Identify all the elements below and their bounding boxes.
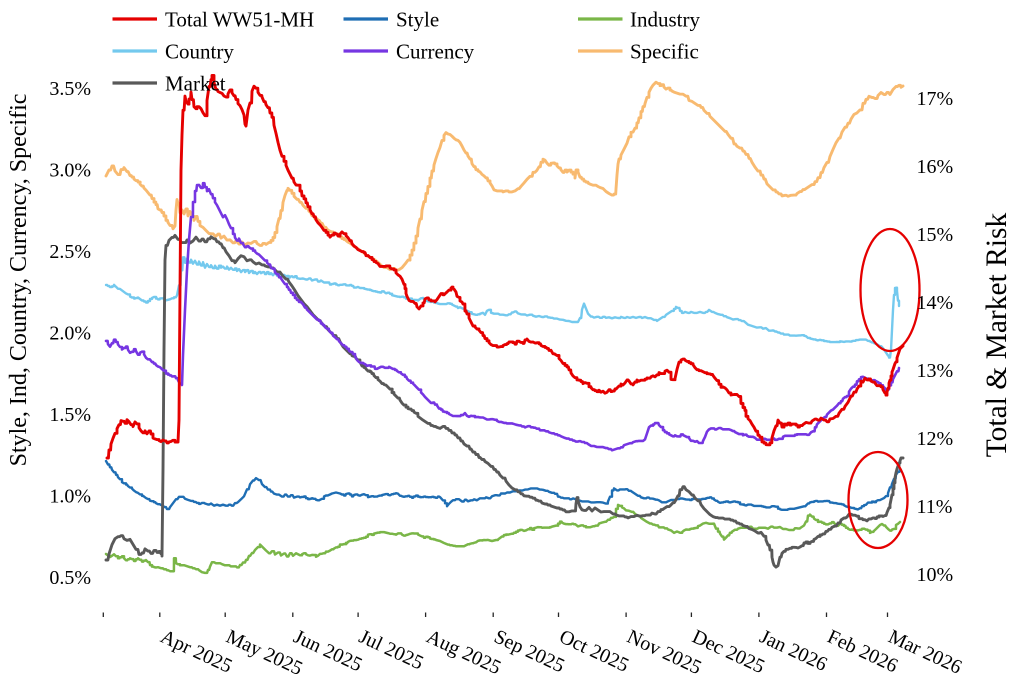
svg-text:0.5%: 0.5% [49, 567, 91, 589]
svg-text:Market: Market [165, 72, 226, 96]
svg-text:3.5%: 3.5% [49, 78, 91, 100]
svg-text:Country: Country [165, 40, 234, 64]
svg-text:Total & Market Risk: Total & Market Risk [981, 212, 1013, 457]
svg-text:Industry: Industry [630, 8, 700, 32]
svg-text:12%: 12% [917, 428, 954, 450]
svg-text:Jul 2025: Jul 2025 [355, 626, 426, 675]
svg-text:3.0%: 3.0% [49, 160, 91, 182]
svg-text:2.0%: 2.0% [49, 323, 91, 345]
svg-text:15%: 15% [917, 224, 954, 246]
svg-text:Oct 2025: Oct 2025 [556, 626, 632, 677]
svg-text:Total WW51-MH: Total WW51-MH [165, 8, 314, 32]
svg-text:May 2025: May 2025 [223, 626, 306, 680]
svg-text:Sep 2025: Sep 2025 [491, 626, 568, 678]
svg-text:Style, Ind, Country, Currency,: Style, Ind, Country, Currency, Specific [6, 94, 32, 467]
svg-text:11%: 11% [917, 496, 953, 518]
svg-text:Dec 2025: Dec 2025 [689, 626, 768, 679]
svg-text:14%: 14% [917, 292, 954, 314]
svg-text:Mar 2026: Mar 2026 [885, 626, 965, 679]
svg-text:Style: Style [396, 8, 439, 32]
svg-text:13%: 13% [917, 360, 954, 382]
svg-text:Nov 2025: Nov 2025 [623, 626, 704, 680]
svg-text:Jan 2026: Jan 2026 [756, 626, 830, 676]
svg-text:17%: 17% [917, 88, 954, 110]
svg-text:Apr 2025: Apr 2025 [157, 626, 235, 678]
svg-text:Currency: Currency [396, 40, 475, 64]
svg-text:1.0%: 1.0% [49, 486, 91, 508]
svg-text:Specific: Specific [630, 40, 699, 64]
svg-text:1.5%: 1.5% [49, 404, 91, 426]
svg-text:16%: 16% [917, 156, 954, 178]
svg-text:2.5%: 2.5% [49, 241, 91, 263]
svg-text:10%: 10% [917, 564, 954, 586]
svg-text:Aug 2025: Aug 2025 [423, 626, 504, 680]
